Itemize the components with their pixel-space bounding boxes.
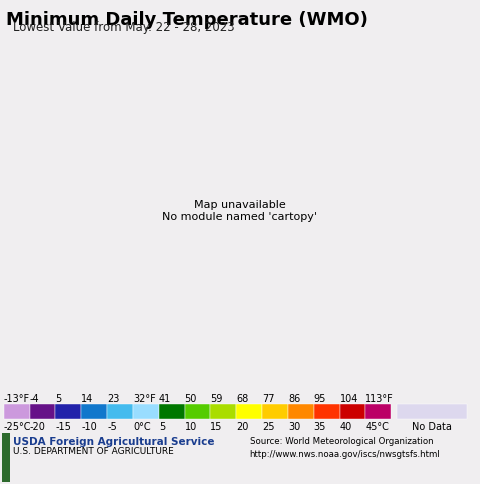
Text: -5: -5	[107, 421, 117, 431]
Text: 5: 5	[159, 421, 165, 431]
Text: Minimum Daily Temperature (WMO): Minimum Daily Temperature (WMO)	[6, 11, 368, 29]
Text: 23: 23	[107, 393, 120, 403]
Text: 86: 86	[288, 393, 300, 403]
Text: 10: 10	[185, 421, 197, 431]
Text: 113°F: 113°F	[365, 393, 394, 403]
Text: 14: 14	[81, 393, 94, 403]
Text: 50: 50	[185, 393, 197, 403]
Text: 35: 35	[314, 421, 326, 431]
Text: 5: 5	[56, 393, 62, 403]
Text: -15: -15	[56, 421, 72, 431]
Text: No Data: No Data	[412, 421, 452, 431]
Text: Source: World Meteorological Organization
http://www.nws.noaa.gov/iscs/nwsgtsfs.: Source: World Meteorological Organizatio…	[250, 437, 440, 458]
Text: 20: 20	[236, 421, 249, 431]
Text: Map unavailable
No module named 'cartopy': Map unavailable No module named 'cartopy…	[163, 200, 317, 221]
Text: -4: -4	[30, 393, 39, 403]
Text: 32°F: 32°F	[133, 393, 156, 403]
Text: U.S. DEPARTMENT OF AGRICULTURE: U.S. DEPARTMENT OF AGRICULTURE	[13, 446, 174, 455]
Text: 77: 77	[262, 393, 275, 403]
Text: 25: 25	[262, 421, 275, 431]
Text: 104: 104	[339, 393, 358, 403]
Text: USDA Foreign Agricultural Service: USDA Foreign Agricultural Service	[13, 437, 215, 447]
Text: Lowest Value from May. 22 - 28, 2023: Lowest Value from May. 22 - 28, 2023	[13, 21, 235, 34]
Text: -25°C: -25°C	[4, 421, 31, 431]
Text: 0°C: 0°C	[133, 421, 151, 431]
Text: 45°C: 45°C	[365, 421, 389, 431]
Text: -13°F: -13°F	[4, 393, 30, 403]
Text: 15: 15	[210, 421, 223, 431]
Text: -10: -10	[81, 421, 97, 431]
Text: 30: 30	[288, 421, 300, 431]
Text: 40: 40	[339, 421, 352, 431]
Text: -20: -20	[30, 421, 46, 431]
Text: 95: 95	[314, 393, 326, 403]
Text: 59: 59	[210, 393, 223, 403]
Text: 41: 41	[159, 393, 171, 403]
Text: 68: 68	[236, 393, 249, 403]
